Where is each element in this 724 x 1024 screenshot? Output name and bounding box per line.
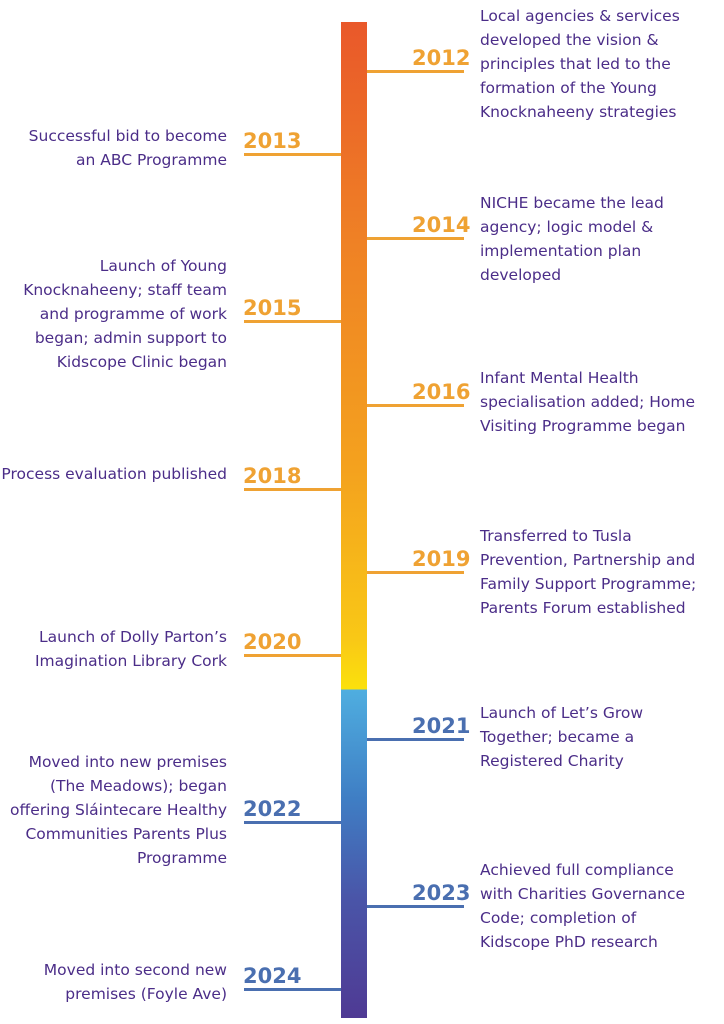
event-description-2014: NICHE became the lead agency; logic mode… bbox=[480, 194, 664, 284]
connector-line-2022 bbox=[244, 821, 341, 824]
event-description-2021: Launch of Let’s Grow Together; became a … bbox=[480, 704, 644, 770]
connector-line-2014 bbox=[367, 237, 464, 240]
event-description-2022: Moved into new premises (The Meadows); b… bbox=[10, 753, 227, 867]
timeline-spine bbox=[341, 22, 367, 1018]
year-label-2022: 2022 bbox=[243, 797, 302, 821]
connector-line-2024 bbox=[244, 988, 341, 991]
year-label-2024: 2024 bbox=[243, 964, 302, 988]
event-description-2024: Moved into second new premises (Foyle Av… bbox=[43, 961, 227, 1003]
event-description-2018: Process evaluation published bbox=[1, 465, 227, 483]
event-description-2015: Launch of Young Knocknaheeny; staff team… bbox=[23, 257, 227, 371]
connector-line-2023 bbox=[367, 905, 464, 908]
year-label-2013: 2013 bbox=[243, 129, 302, 153]
event-description-2016: Infant Mental Health specialisation adde… bbox=[480, 369, 696, 435]
connector-line-2021 bbox=[367, 738, 464, 741]
year-label-2012: 2012 bbox=[412, 46, 471, 70]
event-description-2012: Local agencies & services developed the … bbox=[480, 7, 680, 121]
year-label-2020: 2020 bbox=[243, 630, 302, 654]
connector-line-2012 bbox=[367, 70, 464, 73]
connector-line-2015 bbox=[244, 320, 341, 323]
event-description-2019: Transferred to Tusla Prevention, Partner… bbox=[480, 527, 697, 617]
year-label-2023: 2023 bbox=[412, 881, 471, 905]
year-label-2016: 2016 bbox=[412, 380, 471, 404]
connector-line-2016 bbox=[367, 404, 464, 407]
event-description-2020: Launch of Dolly Parton’s Imagination Lib… bbox=[34, 628, 227, 670]
year-label-2021: 2021 bbox=[412, 714, 471, 738]
connector-line-2020 bbox=[244, 654, 341, 657]
year-label-2019: 2019 bbox=[412, 547, 471, 571]
year-label-2018: 2018 bbox=[243, 464, 302, 488]
year-label-2015: 2015 bbox=[243, 296, 302, 320]
connector-line-2013 bbox=[244, 153, 341, 156]
event-description-2013: Successful bid to become an ABC Programm… bbox=[28, 127, 227, 169]
connector-line-2019 bbox=[367, 571, 464, 574]
connector-line-2018 bbox=[244, 488, 341, 491]
event-description-2023: Achieved full compliance with Charities … bbox=[480, 861, 686, 951]
year-label-2014: 2014 bbox=[412, 213, 471, 237]
